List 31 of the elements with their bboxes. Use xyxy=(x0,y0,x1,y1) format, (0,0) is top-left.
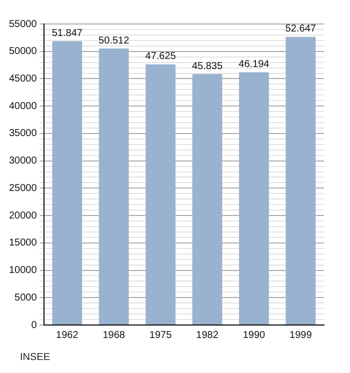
y-tick-label: 40000 xyxy=(8,100,38,112)
bar xyxy=(98,48,129,324)
data-label: 47.625 xyxy=(145,51,176,62)
y-tick-label: 5000 xyxy=(14,292,38,304)
x-tick-label: 1982 xyxy=(196,330,219,341)
data-label: 52.647 xyxy=(285,24,316,35)
bar xyxy=(192,74,222,324)
y-tick-label: 15000 xyxy=(8,238,38,249)
y-tick-label: 10000 xyxy=(8,265,38,276)
x-tick-label: 1990 xyxy=(242,330,266,341)
data-label: 46.194 xyxy=(238,58,270,70)
y-tick-label: 30000 xyxy=(8,156,38,167)
data-label: 51.847 xyxy=(52,28,83,40)
data-label: 50.512 xyxy=(98,35,130,46)
x-tick-label: 1968 xyxy=(102,330,126,341)
bar xyxy=(146,64,176,324)
y-tick-label: 50000 xyxy=(8,46,38,58)
bar xyxy=(52,41,82,324)
y-tick-label: 45000 xyxy=(8,73,38,84)
y-tick-label: 55000 xyxy=(8,18,38,30)
x-tick-label: 1999 xyxy=(290,330,312,341)
y-tick-label: 25000 xyxy=(8,182,38,194)
bar xyxy=(286,36,316,324)
text: INSEE xyxy=(20,352,50,363)
x-tick-label: 1962 xyxy=(56,330,79,341)
data-label: 45.835 xyxy=(192,60,223,72)
y-tick-label: 0 xyxy=(31,320,38,331)
bar xyxy=(239,72,269,324)
y-tick-label: 20000 xyxy=(8,210,38,222)
y-tick-label: 35000 xyxy=(8,128,38,140)
x-tick-label: 1975 xyxy=(149,330,172,341)
